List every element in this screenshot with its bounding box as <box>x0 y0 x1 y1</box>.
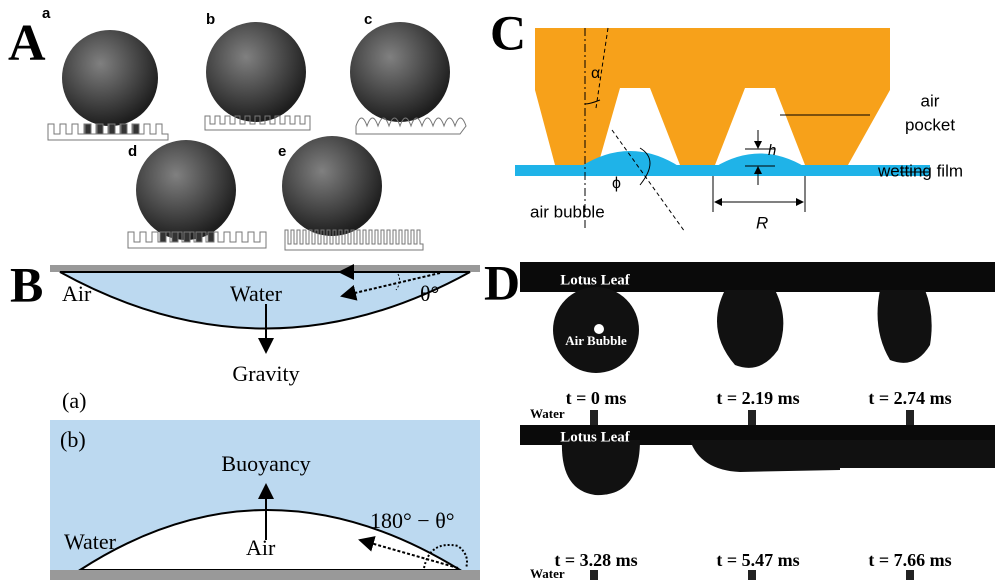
label: Air <box>62 281 92 306</box>
time-label: t = 0 ms <box>566 388 627 408</box>
panel-a: A a b c d e <box>8 5 466 250</box>
shape <box>133 124 139 134</box>
panel-b: B Air Water θ° Gravity (a) (b) Buoyancy … <box>10 256 480 580</box>
shape <box>282 136 382 236</box>
label: h <box>768 142 776 159</box>
subpanel-label: d <box>128 143 137 160</box>
subpanel-label: a <box>42 5 51 22</box>
panel-label: D <box>484 254 520 310</box>
label: Water <box>530 566 565 580</box>
shape <box>748 570 756 580</box>
panel-label: B <box>10 256 43 312</box>
shape <box>350 22 450 122</box>
shape <box>562 440 640 495</box>
shape <box>690 440 840 472</box>
label: Lotus Leaf <box>560 429 631 445</box>
shape <box>717 290 783 368</box>
label: R <box>756 213 768 232</box>
shape <box>196 232 202 242</box>
time-label: t = 5.47 ms <box>716 550 799 570</box>
label: pocket <box>905 115 955 134</box>
panel-c: C α air pocket h wetting film ϕ air bubb… <box>490 4 963 232</box>
label: air <box>921 91 940 110</box>
label: α <box>591 65 600 82</box>
shape <box>50 570 480 580</box>
time-label: t = 2.74 ms <box>868 388 951 408</box>
time-label: t = 3.28 ms <box>554 550 637 570</box>
panel-d: D Lotus Leaf Air Bubble t = 0 ms t = 2.1… <box>484 254 995 580</box>
label: Lotus Leaf <box>560 272 631 288</box>
time-label: t = 2.19 ms <box>716 388 799 408</box>
shape <box>50 265 480 272</box>
subpanel-label: e <box>278 143 286 160</box>
shape <box>48 124 168 140</box>
label: wetting film <box>877 161 963 180</box>
shape <box>840 440 995 468</box>
shape <box>535 28 890 165</box>
shape <box>906 570 914 580</box>
panel-label: C <box>490 4 526 60</box>
label: Air Bubble <box>565 333 627 348</box>
shape <box>590 410 598 425</box>
shape <box>748 410 756 425</box>
shape <box>85 124 91 134</box>
subpanel-label: c <box>364 11 372 28</box>
shape <box>590 570 598 580</box>
label: (b) <box>60 427 86 452</box>
shape <box>62 30 158 126</box>
label: θ° <box>420 281 439 306</box>
shape <box>172 232 178 242</box>
shape <box>206 22 306 122</box>
group <box>48 116 466 250</box>
label: Water <box>230 281 283 306</box>
label: 180° − θ° <box>370 508 455 533</box>
label: Gravity <box>232 361 299 386</box>
shape <box>184 232 190 242</box>
shape <box>715 154 805 168</box>
label: (a) <box>62 388 86 413</box>
label: Water <box>530 406 565 421</box>
label: ϕ <box>612 175 621 192</box>
label: Buoyancy <box>221 451 310 476</box>
shape <box>136 140 236 240</box>
shape <box>906 410 914 425</box>
figure: A a b c d e B Air Water θ° Gravity (a) (… <box>0 0 995 580</box>
shape <box>515 165 930 176</box>
shape <box>121 124 127 134</box>
panel-label: A <box>8 15 46 72</box>
shape <box>878 290 932 363</box>
shape <box>109 124 115 134</box>
shape <box>97 124 103 134</box>
time-label: t = 7.66 ms <box>868 550 951 570</box>
shape <box>160 232 166 242</box>
shape <box>208 232 214 242</box>
label: air bubble <box>530 202 605 221</box>
shape <box>285 230 423 250</box>
label: Water <box>64 529 117 554</box>
subpanel-label: b <box>206 11 215 28</box>
label: Air <box>246 535 276 560</box>
